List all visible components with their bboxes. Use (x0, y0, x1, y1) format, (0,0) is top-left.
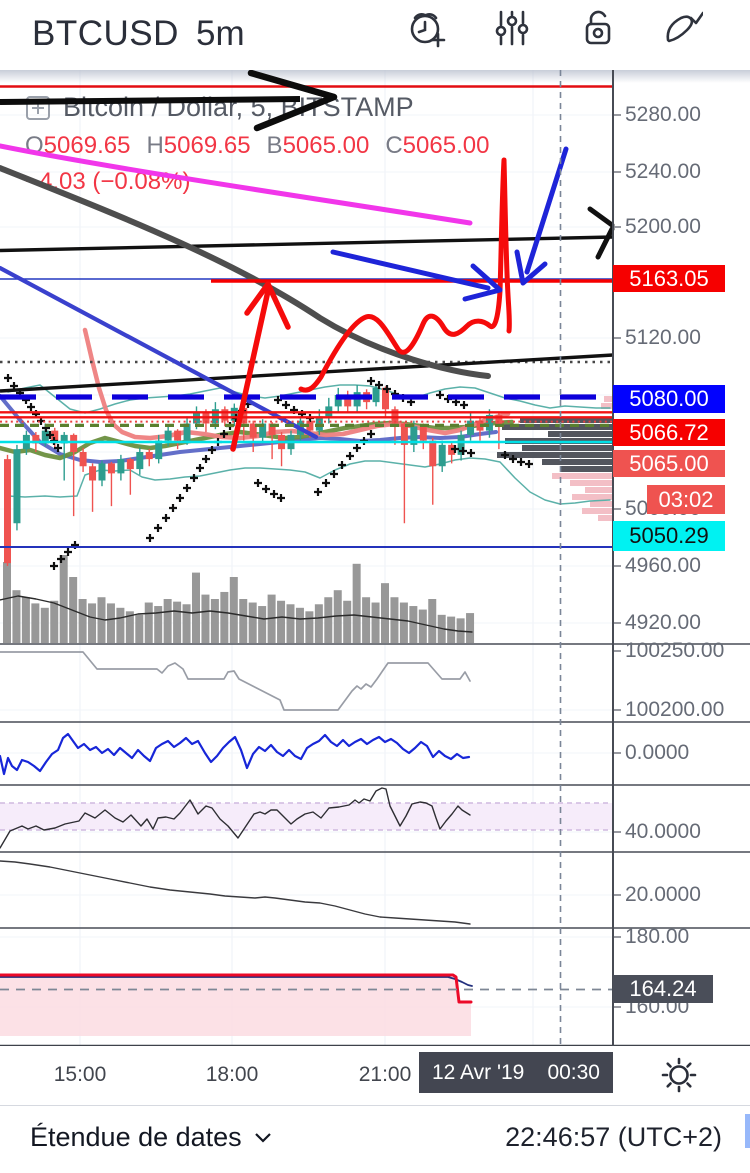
price-tick: 5240.00 (625, 160, 701, 183)
crosshair-time: 00:30 (547, 1060, 600, 1084)
lock-open-icon[interactable] (575, 5, 621, 51)
time-axis[interactable]: 15:00 18:00 21:00 12 Avr '19 00:30 (0, 1046, 750, 1105)
price-tick: 5200.00 (625, 215, 701, 238)
price-label-5050-29: 5050.29 (613, 521, 725, 551)
price-tick: 100200.00 (625, 698, 725, 721)
header-toolbar: BTCUSD 5m (0, 0, 750, 70)
price-axis-separator (612, 70, 614, 1105)
price-tick: 5120.00 (625, 326, 701, 349)
price-label-164-24: 164.24 (613, 975, 713, 1003)
theme-sun-icon[interactable] (658, 1054, 700, 1096)
price-tick: 20.0000 (625, 883, 701, 906)
price-label-5163-05: 5163.05 (613, 265, 725, 292)
date-range-label: Étendue de dates (30, 1122, 242, 1152)
draw-check-icon[interactable] (657, 5, 705, 51)
price-tick: 40.0000 (625, 820, 701, 843)
price-tick: 5280.00 (625, 103, 701, 126)
time-tick: 18:00 (205, 1063, 259, 1086)
ohlc-value: H5069.65 (146, 132, 251, 159)
price-tick: 4920.00 (625, 611, 701, 634)
price-tick: 4960.00 (625, 554, 701, 577)
time-tick: 21:00 (358, 1063, 412, 1086)
price-label-03-02: 03:02 (647, 485, 725, 514)
interval-selector[interactable]: 5m (196, 14, 245, 53)
price-label-5080-00: 5080.00 (613, 385, 725, 413)
crosshair-date: 12 Avr '19 (432, 1060, 525, 1084)
indicators-icon[interactable] (489, 5, 535, 51)
ohlc-value: C5065.00 (385, 132, 490, 159)
chart-top-gradient (0, 70, 750, 83)
ohlc-value: B5065.00 (266, 132, 370, 159)
price-tick: 100250.00 (625, 639, 725, 662)
bottom-toolbar: Étendue de dates 22:46:57 (UTC+2) (0, 1105, 750, 1173)
price-tick: 180.00 (625, 925, 690, 948)
edge-indicator (745, 1114, 750, 1148)
price-label-5065-00: 5065.00 (613, 450, 725, 477)
chevron-down-icon (254, 1133, 271, 1143)
time-tick: 15:00 (53, 1063, 107, 1086)
clock-utc: 22:46:57 (UTC+2) (505, 1122, 722, 1152)
symbol-name[interactable]: BTCUSD (32, 14, 179, 53)
crosshair-date-label: 12 Avr '19 00:30 (419, 1052, 613, 1093)
alarm-add-icon[interactable] (403, 5, 449, 51)
price-tick: 0.0000 (625, 741, 690, 764)
date-range-button[interactable]: Étendue de dates (30, 1122, 272, 1153)
price-label-5066-72: 5066.72 (613, 419, 725, 446)
